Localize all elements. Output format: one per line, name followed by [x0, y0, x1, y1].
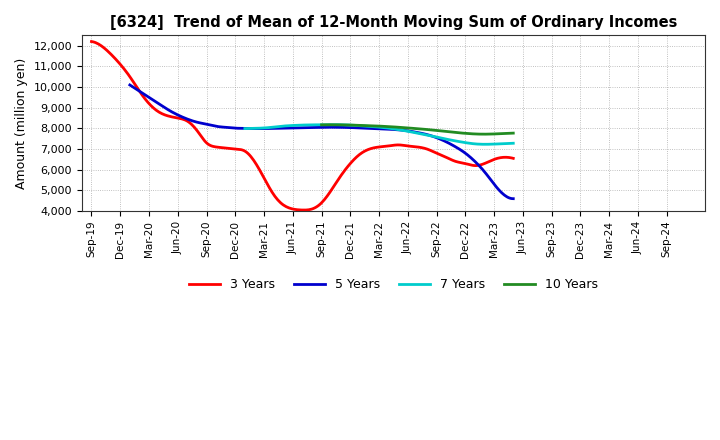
Y-axis label: Amount (million yen): Amount (million yen)	[15, 58, 28, 189]
Title: [6324]  Trend of Mean of 12-Month Moving Sum of Ordinary Incomes: [6324] Trend of Mean of 12-Month Moving …	[109, 15, 677, 30]
Legend: 3 Years, 5 Years, 7 Years, 10 Years: 3 Years, 5 Years, 7 Years, 10 Years	[184, 273, 603, 296]
